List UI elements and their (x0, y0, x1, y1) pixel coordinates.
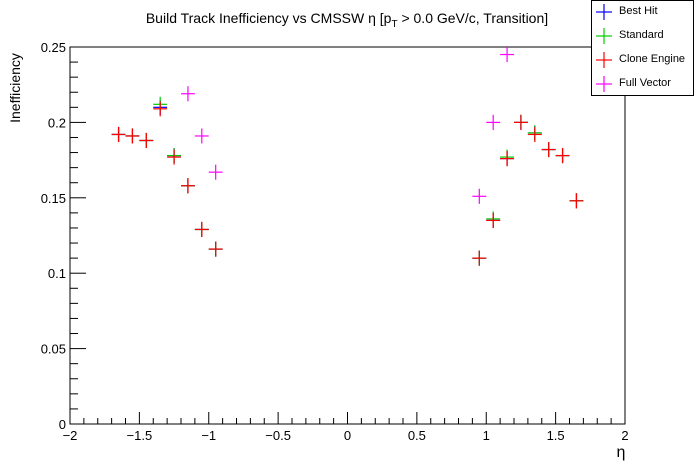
data-point-full-vector (472, 188, 487, 204)
x-tick-label: −1.5 (127, 428, 153, 443)
legend-item-clone-engine: Clone Engine (592, 49, 693, 72)
legend-marker-standard (596, 28, 612, 44)
data-point-clone-engine (111, 126, 126, 143)
data-point-clone-engine (555, 148, 570, 164)
y-tick-label: 0.1 (48, 266, 66, 281)
legend-marker-full-vector (596, 76, 612, 92)
y-tick-label: 0.15 (41, 191, 66, 206)
data-point-clone-engine (527, 126, 542, 143)
y-tick-label: 0 (59, 417, 66, 432)
data-point-full-vector (500, 47, 514, 63)
data-marks (111, 47, 584, 266)
legend-label-best-hit: Best Hit (619, 5, 658, 17)
data-point-clone-engine (167, 149, 181, 165)
chart-title-rest: > 0.0 GeV/c, Transition] (398, 10, 549, 26)
plot-frame (69, 46, 626, 425)
x-axis-label: η (617, 444, 626, 461)
chart-title-subscript: T (391, 19, 397, 30)
y-tick-label: 0.05 (41, 342, 66, 357)
x-tick-label: −0.5 (265, 428, 291, 443)
y-tick-label: 0.2 (48, 115, 66, 130)
legend-item-best-hit: Best Hit (592, 1, 693, 24)
data-point-clone-engine (194, 221, 209, 238)
x-tick-label: 0 (344, 428, 351, 443)
legend-label-clone-engine: Clone Engine (619, 53, 686, 65)
x-tick-label: −2 (63, 428, 78, 443)
data-point-clone-engine (139, 132, 154, 149)
data-point-full-vector (194, 128, 209, 144)
x-tick-label: 1.5 (547, 428, 565, 443)
data-point-full-vector (181, 86, 195, 102)
legend-item-full-vector: Full Vector (592, 73, 693, 96)
data-point-clone-engine (500, 151, 514, 167)
data-point-full-vector (208, 164, 223, 180)
data-point-clone-engine (181, 178, 195, 194)
data-point-clone-engine (514, 114, 528, 130)
chart-title-main: Build Track Inefficiency vs CMSSW η [p (146, 10, 392, 26)
legend-label-standard: Standard (619, 29, 664, 41)
y-axis-label: Inefficiency (7, 53, 23, 123)
chart-title: Build Track Inefficiency vs CMSSW η [pT … (146, 10, 548, 30)
data-point-clone-engine (208, 241, 223, 257)
axes-group: −2 −1.5 −1 −0.5 0 0.5 1 1.5 2 0 0.05 0.1 0.15 0.2 0.25 (41, 40, 629, 443)
legend-item-standard: Standard (592, 25, 693, 48)
data-point-clone-engine (472, 250, 487, 266)
x-tick-label: 1 (483, 428, 490, 443)
legend-label-full-vector: Full Vector (619, 77, 671, 89)
data-point-clone-engine (569, 193, 584, 209)
legend-marker-clone-engine (596, 52, 612, 68)
data-point-clone-engine (486, 212, 501, 228)
x-tick-label: 0.5 (408, 428, 426, 443)
data-point-full-vector (486, 114, 501, 130)
legend-marker-best-hit (596, 4, 612, 20)
x-tick-label: −1 (201, 428, 216, 443)
data-point-clone-engine (125, 128, 140, 144)
data-point-clone-engine (541, 142, 556, 158)
y-tick-label: 0.25 (41, 40, 66, 55)
x-tick-label: 2 (621, 428, 628, 443)
legend: Best Hit Standard Clone Engine Full Vect… (591, 0, 694, 96)
data-point-clone-engine (153, 101, 168, 117)
